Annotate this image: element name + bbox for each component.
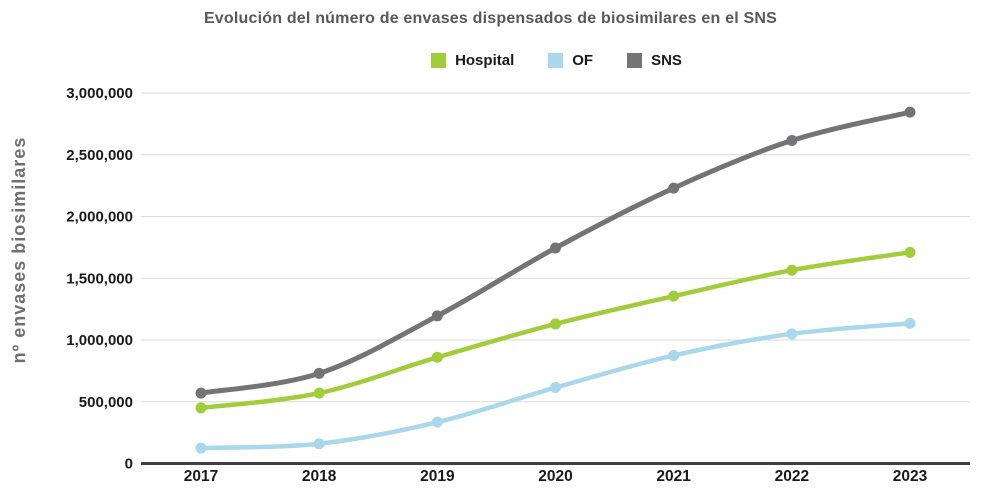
series-point-hospital-2018: [313, 387, 325, 399]
x-tick-label: 2017: [184, 468, 218, 485]
x-tick-label: 2019: [420, 468, 455, 485]
series-point-sns-2023: [904, 106, 916, 118]
series-point-of-2021: [668, 349, 680, 361]
series-point-hospital-2023: [904, 246, 916, 258]
legend-item-hospital[interactable]: Hospital: [431, 52, 514, 69]
legend-item-of[interactable]: OF: [548, 52, 593, 69]
series-point-sns-2020: [550, 242, 561, 254]
series-point-sns-2019: [431, 310, 443, 322]
legend-swatch-of-icon: [548, 53, 564, 68]
x-tick-label: 2018: [302, 468, 337, 485]
series-point-hospital-2019: [431, 351, 443, 363]
x-tick-label: 2023: [893, 468, 928, 485]
chart-title: Evolución del número de envases dispensa…: [203, 10, 778, 27]
series-point-of-2023: [904, 317, 916, 329]
series-point-sns-2022: [786, 135, 798, 147]
x-tick-label: 2022: [775, 468, 809, 485]
legend-label-of: OF: [572, 52, 594, 69]
y-tick-label: 2,000,000: [66, 209, 133, 226]
series-point-sns-2018: [313, 367, 325, 379]
x-tick-label: 2021: [656, 468, 691, 485]
legend-label-hospital: Hospital: [455, 52, 515, 69]
legend: Hospital OF SNS: [143, 52, 970, 69]
y-tick-label: 1,500,000: [66, 270, 133, 287]
series-point-hospital-2020: [550, 318, 561, 330]
series-point-hospital-2017: [195, 402, 207, 414]
series-point-of-2018: [313, 438, 325, 450]
legend-swatch-hospital-icon: [431, 53, 447, 68]
y-tick-label: 2,500,000: [66, 147, 133, 164]
series-point-of-2019: [431, 416, 443, 428]
series-point-of-2020: [550, 382, 561, 394]
series-point-of-2022: [786, 328, 798, 340]
legend-label-sns: SNS: [651, 52, 682, 69]
y-tick-label: 0: [125, 456, 133, 473]
series-point-sns-2021: [668, 182, 680, 194]
x-tick-label: 2020: [538, 468, 572, 485]
series-point-of-2017: [195, 442, 207, 454]
y-tick-label: 3,000,000: [66, 85, 133, 102]
series-point-sns-2017: [195, 387, 207, 399]
series-point-hospital-2022: [786, 264, 798, 276]
legend-swatch-sns-icon: [627, 53, 643, 68]
y-tick-label: 1,000,000: [66, 332, 133, 349]
series-point-hospital-2021: [668, 290, 680, 302]
y-tick-label: 500,000: [79, 394, 133, 411]
legend-item-sns[interactable]: SNS: [627, 52, 682, 69]
